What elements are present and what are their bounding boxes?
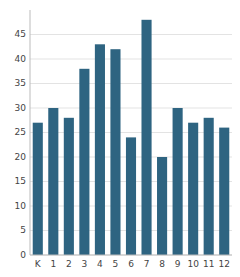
bar	[219, 128, 229, 255]
bar	[173, 108, 183, 255]
y-axis-line	[30, 10, 31, 255]
x-tick-label: 9	[175, 259, 181, 269]
x-tick-label: 7	[144, 259, 150, 269]
bar	[204, 118, 214, 255]
y-tick-label: 0	[20, 250, 26, 260]
bar	[48, 108, 58, 255]
grid-line	[30, 83, 232, 84]
x-tick-label: 1	[50, 259, 56, 269]
bar	[64, 118, 74, 255]
x-tick-label: 10	[187, 259, 199, 269]
grid-line	[30, 34, 232, 35]
y-tick-label: 30	[15, 103, 27, 113]
bar	[157, 157, 167, 255]
grid	[30, 35, 232, 256]
bar	[33, 123, 43, 255]
grid-line	[30, 59, 232, 60]
x-tick-label: 5	[113, 259, 119, 269]
y-tick-label: 45	[15, 29, 26, 39]
grid-line	[30, 132, 232, 133]
grid-line	[30, 255, 232, 256]
bar	[141, 20, 151, 255]
y-tick-label: 20	[15, 152, 27, 162]
chart: 051015202530354045K123456789101112	[0, 0, 240, 277]
bar	[110, 49, 120, 255]
x-tick-label: 12	[219, 259, 230, 269]
bars	[33, 20, 230, 255]
x-tick-label: K	[35, 259, 42, 269]
x-axis-line	[30, 255, 232, 256]
grid-line	[30, 108, 232, 109]
y-tick-label: 15	[15, 176, 26, 186]
y-tick-label: 10	[15, 201, 27, 211]
y-tick-label: 5	[20, 225, 26, 235]
x-tick-label: 3	[82, 259, 88, 269]
bar	[79, 69, 89, 255]
bar	[188, 123, 198, 255]
bar	[126, 137, 136, 255]
x-tick-label: 11	[203, 259, 214, 269]
x-tick-label: 2	[66, 259, 72, 269]
chart-container: 051015202530354045K123456789101112	[0, 0, 240, 277]
x-tick-label: 4	[97, 259, 103, 269]
y-tick-label: 40	[15, 54, 27, 64]
x-tick-label: 6	[128, 259, 134, 269]
x-tick-label: 8	[159, 259, 165, 269]
bar	[95, 44, 105, 255]
y-tick-label: 35	[15, 78, 26, 88]
y-tick-label: 25	[15, 127, 26, 137]
